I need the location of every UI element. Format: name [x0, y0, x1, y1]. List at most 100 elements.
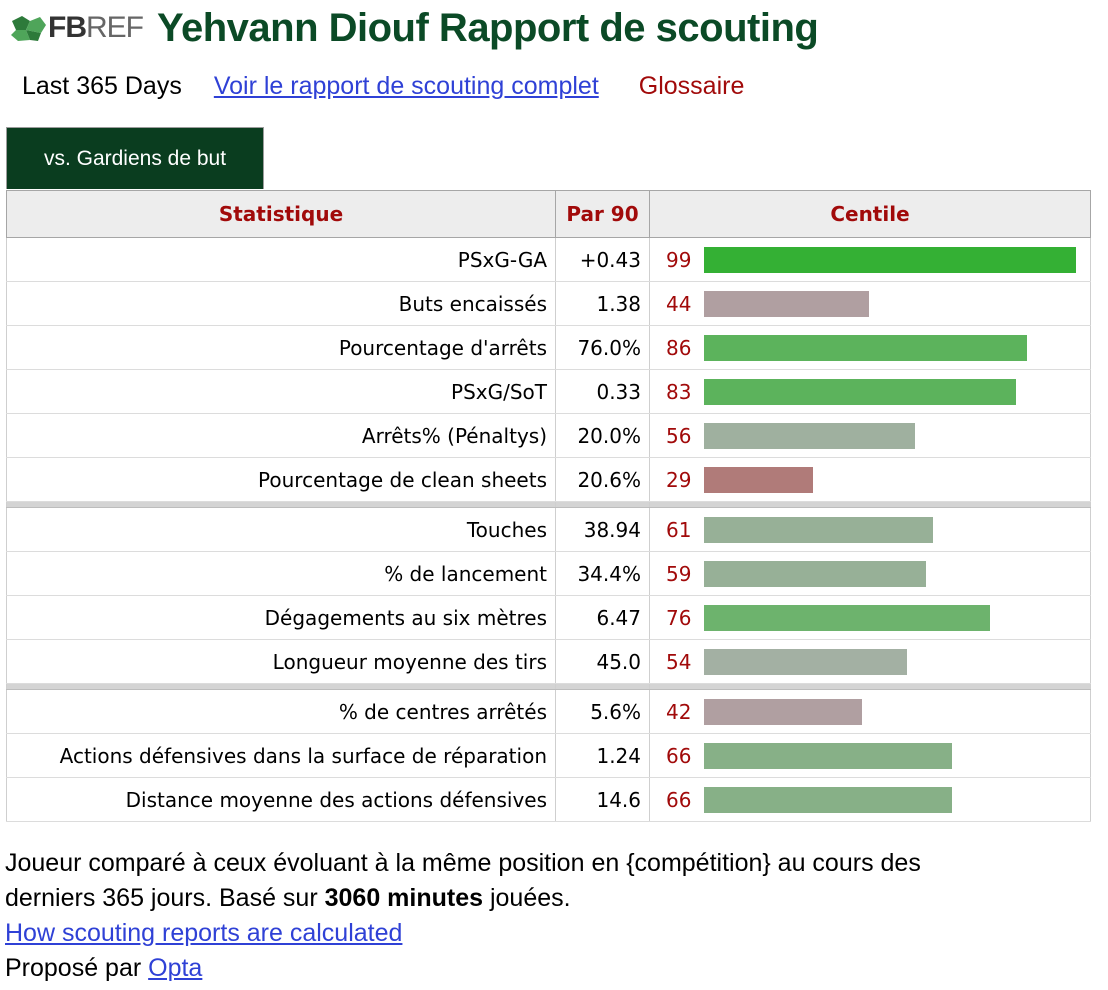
percentile-cell: 61 — [649, 507, 1091, 552]
table-row: Dégagements au six mètres 6.47 76 — [6, 595, 1091, 640]
percentile-value: 76 — [666, 605, 692, 630]
period-label: Last 365 Days — [22, 72, 182, 100]
per90-value: 0.33 — [555, 369, 650, 414]
column-header-percentile[interactable]: Centile — [649, 190, 1091, 238]
percentile-cell: 54 — [649, 639, 1091, 684]
per90-value: 20.0% — [555, 413, 650, 458]
percentile-bar — [704, 466, 813, 493]
table-row: Buts encaissés 1.38 44 — [6, 281, 1091, 326]
per90-value: 20.6% — [555, 457, 650, 502]
percentile-cell: 56 — [649, 413, 1091, 458]
table-row: Pourcentage d'arrêts 76.0% 86 — [6, 325, 1091, 370]
stat-name: Dégagements au six mètres — [6, 595, 556, 640]
table-row: Pourcentage de clean sheets 20.6% 29 — [6, 457, 1091, 502]
percentile-cell: 44 — [649, 281, 1091, 326]
percentile-cell: 66 — [649, 733, 1091, 778]
comparison-note: Joueur comparé à ceux évoluant à la même… — [5, 849, 921, 912]
percentile-bar — [704, 290, 869, 317]
table-row: Actions défensives dans la surface de ré… — [6, 733, 1091, 778]
percentile-bar — [704, 648, 907, 675]
tab-vs-goalkeepers[interactable]: vs. Gardiens de but — [6, 127, 264, 189]
percentile-value: 66 — [666, 787, 692, 812]
percentile-bar — [704, 378, 1016, 405]
percentile-bar — [704, 422, 915, 449]
stat-name: Buts encaissés — [6, 281, 556, 326]
percentile-value: 54 — [666, 649, 692, 674]
per90-value: +0.43 — [555, 237, 650, 282]
percentile-value: 86 — [666, 335, 692, 360]
logo-ref-text: REF — [86, 11, 144, 44]
page-title: Yehvann Diouf Rapport de scouting — [157, 5, 819, 50]
stat-name: Pourcentage d'arrêts — [6, 325, 556, 370]
percentile-bar — [704, 334, 1027, 361]
column-header-stat[interactable]: Statistique — [6, 190, 556, 238]
table-row: Distance moyenne des actions défensives 1… — [6, 777, 1091, 822]
percentile-cell: 29 — [649, 457, 1091, 502]
opta-link[interactable]: Opta — [148, 954, 203, 982]
soccer-ball-icon — [11, 16, 46, 41]
percentile-bar — [704, 698, 862, 725]
group-separator — [6, 501, 1091, 508]
logo-fb-text: FB — [48, 11, 87, 44]
stat-name: Distance moyenne des actions défensives — [6, 777, 556, 822]
percentile-value: 42 — [666, 699, 692, 724]
percentile-bar — [704, 604, 990, 631]
table-row: Arrêts% (Pénaltys) 20.0% 56 — [6, 413, 1091, 458]
stat-name: Arrêts% (Pénaltys) — [6, 413, 556, 458]
table-row: PSxG-GA +0.43 99 — [6, 237, 1091, 282]
percentile-bar — [704, 742, 952, 769]
per90-value: 34.4% — [555, 551, 650, 596]
per90-value: 45.0 — [555, 639, 650, 684]
footer-notes: Joueur comparé à ceux évoluant à la même… — [5, 846, 1005, 986]
stat-name: Longueur moyenne des tirs — [6, 639, 556, 684]
how-calculated-link[interactable]: How scouting reports are calculated — [5, 919, 403, 947]
stat-name: Actions défensives dans la surface de ré… — [6, 733, 556, 778]
per90-value: 1.38 — [555, 281, 650, 326]
percentile-bar — [704, 246, 1076, 273]
table-row: Touches 38.94 61 — [6, 507, 1091, 552]
stat-name: PSxG-GA — [6, 237, 556, 282]
percentile-value: 99 — [666, 247, 692, 272]
percentile-cell: 86 — [649, 325, 1091, 370]
percentile-cell: 42 — [649, 689, 1091, 734]
glossary-link[interactable]: Glossaire — [638, 72, 745, 100]
percentile-value: 66 — [666, 743, 692, 768]
percentile-value: 29 — [666, 467, 692, 492]
per90-value: 38.94 — [555, 507, 650, 552]
column-header-per90[interactable]: Par 90 — [555, 190, 650, 238]
stat-name: % de lancement — [6, 551, 556, 596]
provided-by: Proposé par Opta — [5, 954, 203, 982]
table-row: % de centres arrêtés 5.6% 42 — [6, 689, 1091, 734]
percentile-cell: 66 — [649, 777, 1091, 822]
per90-value: 76.0% — [555, 325, 650, 370]
table-row: % de lancement 34.4% 59 — [6, 551, 1091, 596]
minutes-played: 3060 minutes — [324, 884, 484, 912]
percentile-bar — [704, 786, 952, 813]
fbref-logo[interactable]: FB REF — [8, 6, 144, 50]
per90-value: 1.24 — [555, 733, 650, 778]
stat-name: PSxG/SoT — [6, 369, 556, 414]
percentile-cell: 76 — [649, 595, 1091, 640]
percentile-value: 56 — [666, 423, 692, 448]
scouting-table-wrapper: Statistique Par 90 Centile PSxG-GA +0.43 9… — [6, 190, 1108, 822]
header: FB REF Yehvann Diouf Rapport de scouting — [8, 2, 819, 54]
stat-name: % de centres arrêtés — [6, 689, 556, 734]
percentile-value: 61 — [666, 517, 692, 542]
table-row: PSxG/SoT 0.33 83 — [6, 369, 1091, 414]
percentile-value: 59 — [666, 561, 692, 586]
table-row: Longueur moyenne des tirs 45.0 54 — [6, 639, 1091, 684]
percentile-cell: 59 — [649, 551, 1091, 596]
stat-name: Pourcentage de clean sheets — [6, 457, 556, 502]
table-body: PSxG-GA +0.43 99 Buts encaissés 1.38 44 Pource… — [6, 237, 1091, 822]
percentile-cell: 99 — [649, 237, 1091, 282]
percentile-bar — [704, 560, 926, 587]
percentile-value: 44 — [666, 291, 692, 316]
full-report-link[interactable]: Voir le rapport de scouting complet — [213, 72, 599, 100]
per90-value: 5.6% — [555, 689, 650, 734]
percentile-cell: 83 — [649, 369, 1091, 414]
subnav: Last 365 Days Voir le rapport de scoutin… — [22, 72, 744, 101]
stat-name: Touches — [6, 507, 556, 552]
per90-value: 14.6 — [555, 777, 650, 822]
scouting-table: Statistique Par 90 Centile PSxG-GA +0.43 9… — [6, 190, 1091, 822]
table-header-row: Statistique Par 90 Centile — [6, 190, 1091, 238]
